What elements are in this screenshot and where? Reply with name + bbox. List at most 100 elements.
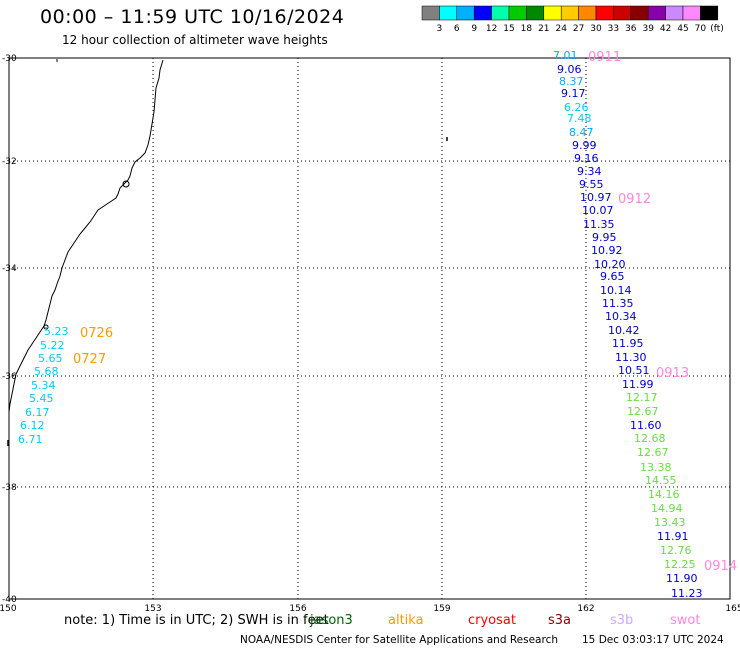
wave-height-value: 10.51 (618, 364, 650, 377)
colorbar-swatch (647, 5, 666, 21)
colorbar-label: 36 (625, 24, 637, 34)
colorbar-swatch (595, 5, 614, 21)
wave-height-value: 6.12 (20, 419, 45, 432)
lon-tick-label: 156 (289, 604, 306, 614)
wave-height-value: 12.67 (627, 405, 659, 418)
wave-height-value: 9.55 (579, 178, 604, 191)
map-frame (8, 57, 731, 600)
wave-height-value: 9.17 (561, 87, 586, 100)
colorbar-label: 9 (471, 24, 477, 34)
coast-rock (122, 180, 130, 188)
wave-height-value: 5.34 (31, 379, 56, 392)
map-grid (9, 58, 730, 599)
colorbar-swatch (456, 5, 475, 21)
lat-tick-label: -40 (2, 595, 17, 605)
pass-time-label: 0913 (656, 366, 689, 381)
colorbar-swatch (491, 5, 510, 21)
satellite-legend-item: swot (670, 613, 701, 628)
pass-time-label: 0726 (80, 326, 113, 341)
wave-height-value: 5.23 (44, 325, 69, 338)
wave-height-value: 11.95 (612, 337, 644, 350)
colorbar-label: 42 (660, 24, 671, 34)
wave-height-value: 12.68 (634, 432, 666, 445)
coast-inlet (43, 324, 49, 330)
map-subtitle: 12 hour collection of altimeter wave hei… (62, 33, 328, 47)
lat-tick-label: -36 (2, 372, 17, 382)
wave-height-value: 10.07 (582, 204, 614, 217)
wave-height-value: 6.17 (25, 406, 50, 419)
colorbar-label: 24 (555, 24, 567, 34)
wave-height-value: 5.45 (29, 392, 54, 405)
observations: 5.235.225.655.685.345.456.176.126.71 7.01… (18, 49, 703, 600)
lon-tick-label: 150 (0, 604, 17, 614)
generated-timestamp: 15 Dec 03:03:17 UTC 2024 (582, 634, 724, 646)
colorbar-label: 33 (608, 24, 619, 34)
wave-height-value: 14.55 (645, 474, 677, 487)
pass-time-label: 0912 (618, 192, 651, 207)
colorbar-label: 27 (573, 24, 584, 34)
wave-height-value: 10.97 (580, 191, 612, 204)
wave-height-value: 12.25 (664, 558, 696, 571)
colorbar-label: 12 (486, 24, 497, 34)
wave-height-value: 11.90 (666, 572, 698, 585)
wave-height-value: 5.65 (38, 352, 63, 365)
colorbar-label: 70 (695, 24, 707, 34)
pass-labels: 0726 0727 0911 0912 0913 0914 (73, 50, 737, 574)
colorbar: 3 6 9 12 15 18 21 24 27 30 33 36 39 42 45 70 (ft) (421, 5, 724, 34)
wave-height-value: 9.34 (577, 165, 602, 178)
wave-height-value: 13.38 (640, 461, 672, 474)
wave-height-value: 10.42 (608, 324, 640, 337)
colorbar-label: 21 (538, 24, 549, 34)
wave-height-value: 9.06 (557, 63, 582, 76)
wave-height-value: 11.30 (615, 351, 647, 364)
wave-height-value: 9.65 (600, 270, 625, 283)
wave-height-value: 11.23 (671, 587, 703, 600)
satellite-legend-item: s3a (548, 613, 572, 628)
wave-height-value: 12.67 (637, 446, 669, 459)
colorbar-label: 39 (642, 24, 654, 34)
colorbar-swatch (665, 5, 684, 21)
wave-height-value: 10.92 (591, 244, 623, 257)
wave-height-value: 5.22 (40, 339, 65, 352)
wave-height-value: 10.14 (600, 284, 632, 297)
pass-time-label: 0914 (704, 559, 737, 574)
satellite-legend-item: s3b (610, 613, 634, 628)
lat-tick-label: -34 (2, 264, 17, 274)
wave-height-value: 11.35 (602, 297, 634, 310)
wave-height-value: 12.76 (660, 544, 692, 557)
lon-tick-label: 153 (144, 604, 161, 614)
colorbar-swatch (421, 5, 440, 21)
satellite-legend-item: altika (388, 613, 424, 628)
pass-time-label: 0727 (73, 352, 106, 367)
wave-height-value: 9.16 (574, 152, 599, 165)
wave-height-value: 7.01 (553, 49, 578, 62)
lon-tick-label: 159 (433, 604, 450, 614)
footer-note: note: 1) Time is in UTC; 2) SWH is in fe… (64, 613, 329, 628)
wave-height-value: 7.48 (567, 112, 592, 125)
wave-height-value: 8.37 (559, 75, 584, 88)
lat-tick-label: -32 (2, 157, 17, 167)
colorbar-swatch (682, 5, 701, 21)
colorbar-swatch (578, 5, 597, 21)
colorbar-label: 18 (521, 24, 533, 34)
colorbar-label: 45 (677, 24, 688, 34)
wave-height-value: 6.71 (18, 433, 43, 446)
wave-height-value: 6.26 (564, 101, 589, 114)
wave-height-value: 11.91 (657, 530, 689, 543)
wave-height-value: 11.60 (630, 419, 662, 432)
colorbar-swatch (613, 5, 632, 21)
colorbar-label: 15 (503, 24, 514, 34)
colorbar-swatch (630, 5, 649, 21)
colorbar-swatch (439, 5, 458, 21)
colorbar-swatch (526, 5, 545, 21)
map-title: 00:00 – 11:59 UTC 10/16/2024 (40, 6, 345, 28)
satellite-legend-item: jason3 (310, 613, 353, 628)
wave-height-value: 10.34 (605, 310, 637, 323)
axis-ticks: 150 153 156 159 162 165 -30 -32 -34 -36 -38 -40 (0, 54, 740, 614)
colorbar-unit: (ft) (710, 24, 724, 34)
colorbar-label: 6 (454, 24, 460, 34)
lat-tick-label: -30 (2, 54, 17, 64)
colorbar-swatch (508, 5, 527, 21)
satellite-legend-item: cryosat (468, 613, 516, 628)
colorbar-label: 30 (590, 24, 602, 34)
